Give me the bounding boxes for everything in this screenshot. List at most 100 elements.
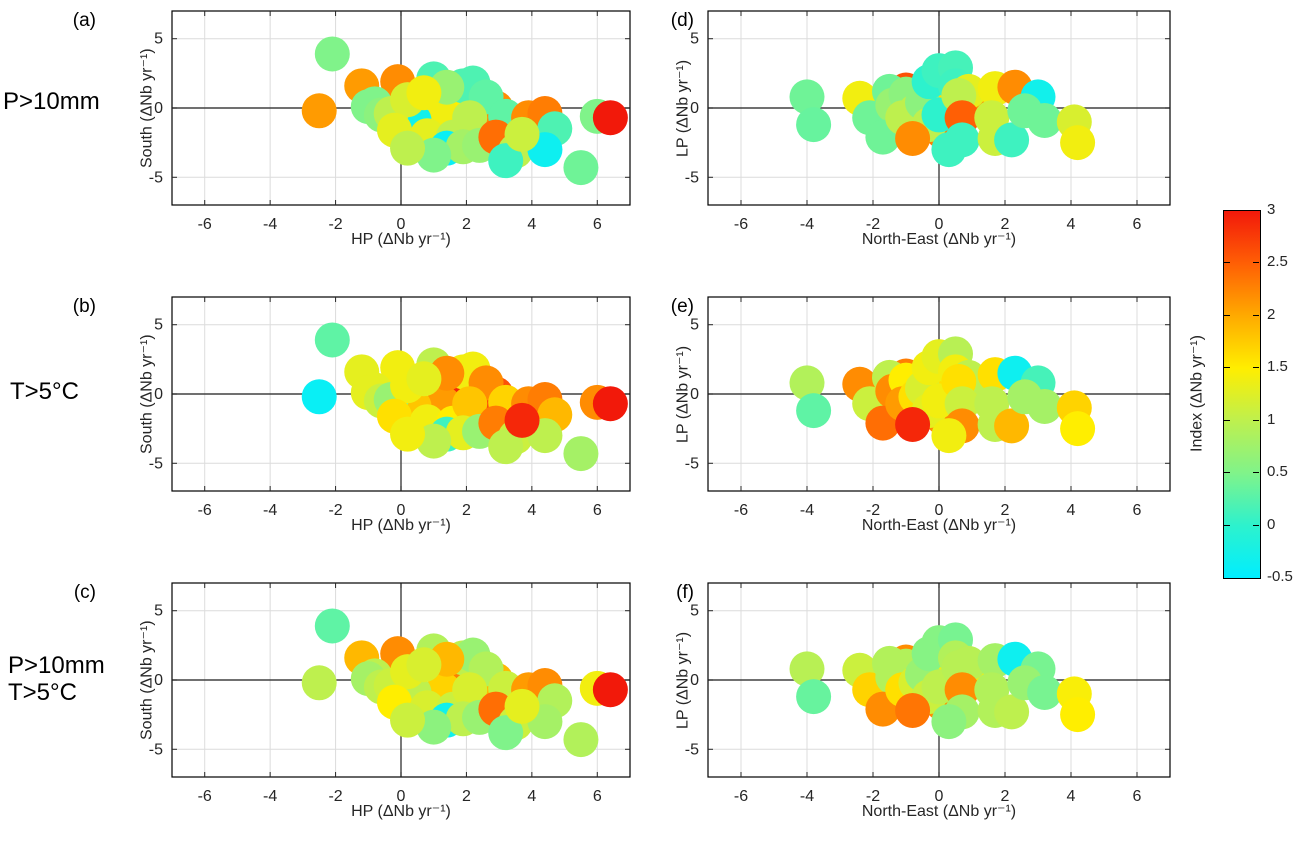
x-tick-label: 6 (593, 216, 602, 233)
x-tick-label: 4 (527, 788, 536, 805)
panel-letter-c: (c) (73, 582, 96, 603)
x-tick-label: 4 (527, 216, 536, 233)
data-point (390, 416, 426, 452)
x-tick-label: -6 (734, 502, 748, 519)
x-tick-label: 4 (1067, 216, 1076, 233)
y-tick-label: 0 (154, 386, 163, 403)
x-tick-label: 4 (1067, 788, 1076, 805)
y-tick-label: 0 (690, 672, 699, 689)
data-point (314, 608, 350, 644)
x-tick-label: -4 (800, 788, 814, 805)
data-point (488, 715, 524, 751)
x-tick-label: 6 (1133, 502, 1142, 519)
x-tick-label: -2 (328, 502, 342, 519)
data-point (789, 651, 825, 687)
x-tick-label: -2 (866, 216, 880, 233)
x-tick-label: 6 (593, 502, 602, 519)
colorbar-tick-mark (1253, 419, 1259, 421)
x-tick-label: -2 (328, 216, 342, 233)
colorbar-tick-label: 1.5 (1267, 358, 1288, 376)
colorbar-tick-mark (1253, 314, 1259, 316)
y-tick-label: 5 (154, 603, 163, 620)
y-tick-label: 5 (154, 317, 163, 334)
y-tick-label: 5 (690, 317, 699, 334)
x-tick-label: -2 (866, 788, 880, 805)
y-tick-label: -5 (685, 455, 699, 472)
x-tick-label: -6 (198, 788, 212, 805)
data-point (994, 122, 1030, 158)
y-tick-label: 0 (154, 100, 163, 117)
data-point (406, 647, 442, 683)
data-point (592, 100, 628, 136)
x-tick-label: 6 (1133, 788, 1142, 805)
colorbar-tick-mark (1253, 524, 1259, 526)
x-tick-label: -4 (800, 502, 814, 519)
panel-letter-b: (b) (72, 296, 96, 317)
data-point (563, 150, 599, 186)
data-point (796, 679, 832, 715)
data-point (416, 137, 452, 173)
x-tick-label: 2 (1001, 216, 1010, 233)
data-point (452, 672, 488, 708)
colorbar-tick-mark (1253, 262, 1259, 264)
data-point (931, 132, 967, 168)
data-point (1060, 697, 1096, 733)
x-tick-label: -4 (263, 216, 277, 233)
data-point (301, 665, 337, 701)
data-point (1027, 674, 1063, 710)
panel-letter-d: (d) (670, 10, 694, 31)
row-label-line: T>5°C (10, 378, 79, 405)
x-tick-label: 0 (397, 788, 406, 805)
data-point (504, 402, 540, 438)
scatter-panel-b: -6 -4 -2 0 2 4 6 -5 0 5 (149, 296, 631, 519)
panel-letter-f: (f) (676, 582, 694, 603)
data-point (301, 93, 337, 129)
y-tick-label: 5 (690, 31, 699, 48)
x-axis-label-e: North-East (ΔNb yr⁻¹) (861, 517, 1017, 534)
y-tick-label: 5 (690, 603, 699, 620)
colorbar-label: Index (ΔNb yr⁻¹) (1188, 335, 1206, 452)
data-point (931, 418, 967, 454)
panel-letter-a: (a) (72, 10, 96, 31)
data-point (994, 408, 1030, 444)
x-tick-label: -6 (198, 216, 212, 233)
data-point (1060, 411, 1096, 447)
x-tick-label: 2 (1001, 502, 1010, 519)
x-tick-label: 2 (462, 788, 471, 805)
data-point (895, 692, 931, 728)
colorbar-tick-mark (1224, 419, 1230, 421)
x-tick-label: 0 (397, 216, 406, 233)
x-axis-label-b: HP (ΔNb yr⁻¹) (351, 517, 451, 534)
data-point (1027, 388, 1063, 424)
x-tick-label: 0 (397, 502, 406, 519)
x-tick-label: -4 (263, 788, 277, 805)
x-tick-label: 0 (935, 216, 944, 233)
colorbar (1223, 210, 1261, 579)
data-point (789, 79, 825, 115)
scatter-panel-f: -6 -4 -2 0 2 4 6 -5 0 5 (685, 582, 1171, 805)
x-tick-label: -4 (263, 502, 277, 519)
x-tick-label: 2 (462, 216, 471, 233)
row-label-line: P>10mm (3, 88, 100, 115)
panel-letter-e: (e) (670, 296, 694, 317)
y-tick-label: -5 (685, 741, 699, 758)
data-point (563, 436, 599, 472)
x-tick-label: -6 (198, 502, 212, 519)
row-label-line: T>5°C (8, 679, 77, 706)
data-point (504, 116, 540, 152)
colorbar-tick-mark (1224, 472, 1230, 474)
data-point (406, 75, 442, 111)
x-axis-label-a: HP (ΔNb yr⁻¹) (351, 231, 451, 248)
row-label-p10mm: P>10mm (3, 88, 100, 115)
data-point (314, 36, 350, 72)
data-point (390, 702, 426, 738)
colorbar-tick-mark (1224, 524, 1230, 526)
colorbar-tick-label: 2.5 (1267, 253, 1288, 271)
x-tick-label: 6 (1133, 216, 1142, 233)
data-point (416, 709, 452, 745)
data-point (452, 386, 488, 422)
data-point (994, 694, 1030, 730)
data-point (390, 130, 426, 166)
row-label-p10mm-t5c: P>10mm T>5°C (8, 652, 105, 706)
x-tick-label: 2 (1001, 788, 1010, 805)
